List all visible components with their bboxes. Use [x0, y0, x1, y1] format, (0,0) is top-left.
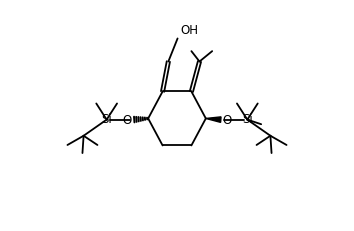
- Text: Si: Si: [242, 112, 253, 125]
- Text: O: O: [123, 114, 132, 127]
- Text: OH: OH: [180, 24, 198, 37]
- Text: O: O: [222, 114, 231, 127]
- Text: Si: Si: [101, 112, 112, 125]
- Polygon shape: [206, 117, 221, 123]
